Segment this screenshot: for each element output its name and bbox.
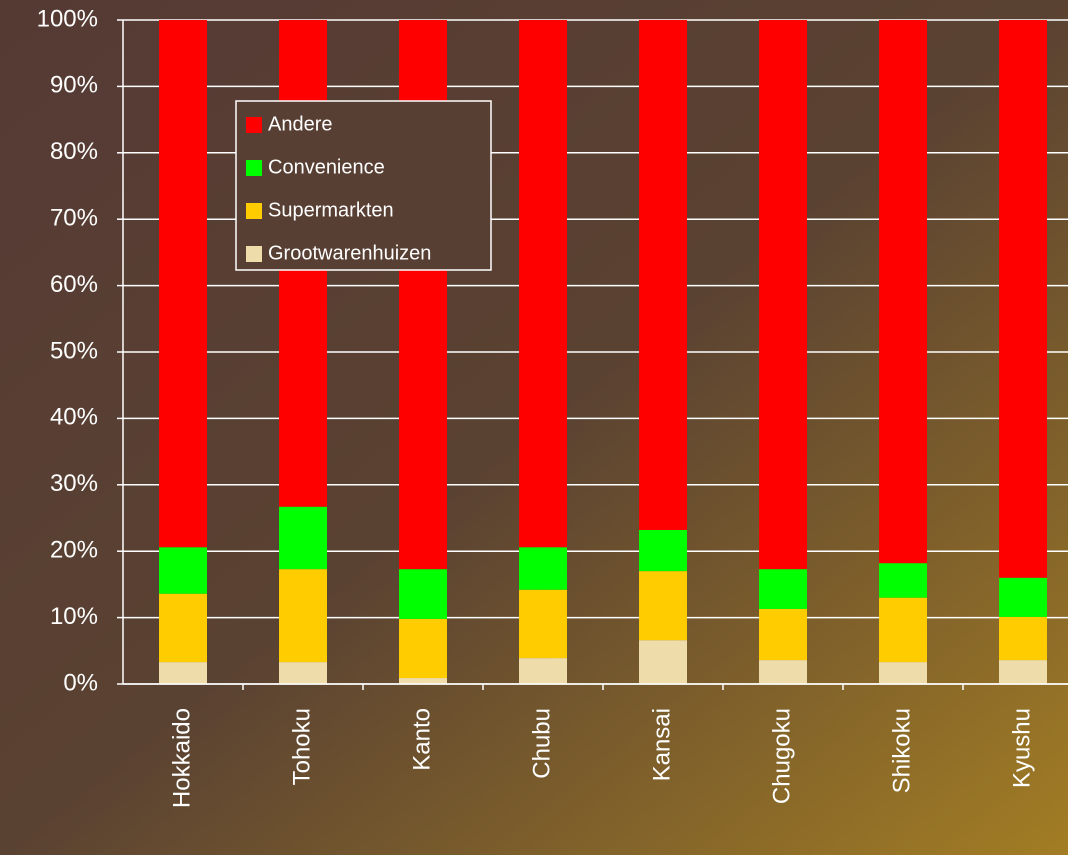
legend-label: Andere xyxy=(268,113,333,135)
bar-segment xyxy=(759,20,807,570)
y-tick-label: 60% xyxy=(50,271,98,298)
bar-segment xyxy=(879,597,927,663)
x-tick-label: Chugoku xyxy=(768,708,795,804)
bar-segment xyxy=(639,20,687,530)
x-tick-label: Kyushu xyxy=(1008,708,1035,788)
bar-segment xyxy=(159,593,207,663)
legend-swatch xyxy=(246,117,262,133)
x-tick-label: Chubu xyxy=(528,708,555,779)
bar-segment xyxy=(399,569,447,619)
bar-segment xyxy=(879,662,927,684)
bar-segment xyxy=(159,662,207,684)
bar-segment xyxy=(519,547,567,590)
y-tick-label: 80% xyxy=(50,138,98,165)
legend-label: Convenience xyxy=(268,156,385,178)
bar-segment xyxy=(399,618,447,679)
bar-segment xyxy=(519,20,567,548)
bar-segment xyxy=(759,660,807,684)
bar-segment xyxy=(279,662,327,684)
y-tick-label: 70% xyxy=(50,205,98,232)
x-tick-label: Shikoku xyxy=(888,708,915,793)
bar-segment xyxy=(639,529,687,572)
legend-swatch xyxy=(246,160,262,176)
bar-segment xyxy=(159,547,207,594)
y-tick-label: 90% xyxy=(50,72,98,99)
y-tick-label: 50% xyxy=(50,337,98,364)
legend-swatch xyxy=(246,246,262,262)
bar-segment xyxy=(279,506,327,570)
bar-segment xyxy=(999,20,1047,578)
legend-label: Grootwarenhuizen xyxy=(268,242,431,264)
y-tick-label: 0% xyxy=(63,669,98,696)
bar-segment xyxy=(639,640,687,684)
bar-segment xyxy=(519,589,567,659)
legend-swatch xyxy=(246,203,262,219)
y-tick-label: 100% xyxy=(37,5,98,32)
x-tick-label: Tohoku xyxy=(288,708,315,785)
bar-segment xyxy=(759,569,807,609)
bar-segment xyxy=(999,577,1047,617)
y-tick-label: 40% xyxy=(50,404,98,431)
bar-segment xyxy=(879,20,927,564)
bar-segment xyxy=(879,563,927,598)
x-tick-label: Kanto xyxy=(408,708,435,771)
bar-segment xyxy=(759,608,807,661)
legend-box xyxy=(235,100,492,271)
bar-segment xyxy=(639,571,687,641)
x-tick-label: Kansai xyxy=(648,708,675,781)
legend: Grootwarenhuizen Supermarkten Convenience A… xyxy=(235,100,492,271)
bar-segment xyxy=(279,569,327,663)
legend-label: Supermarkten xyxy=(268,199,394,221)
y-tick-label: 30% xyxy=(50,470,98,497)
y-tick-label: 10% xyxy=(50,603,98,630)
x-tick-label: Hokkaido xyxy=(168,708,195,808)
bar-segment xyxy=(519,658,567,684)
y-tick-label: 20% xyxy=(50,537,98,564)
bar-segment xyxy=(999,660,1047,684)
bar-segment xyxy=(999,616,1047,661)
bar-segment xyxy=(399,678,447,684)
bar-segment xyxy=(159,20,207,548)
